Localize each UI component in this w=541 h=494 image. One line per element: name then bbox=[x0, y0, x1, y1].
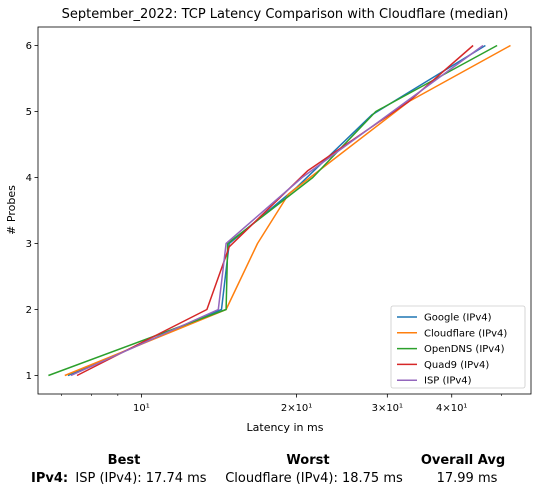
best-value: ISP (IPv4): 17.74 ms bbox=[75, 471, 207, 486]
overall-avg-header: Overall Avg bbox=[420, 453, 506, 468]
axes-frame bbox=[37, 26, 532, 395]
series-line-2 bbox=[48, 44, 498, 377]
y-tick-label: 5 bbox=[26, 107, 32, 118]
worst-value: Cloudflare (IPv4): 18.75 ms bbox=[225, 471, 403, 486]
legend-label-2: OpenDNS (IPv4) bbox=[424, 344, 505, 355]
best-header: Best bbox=[107, 453, 141, 468]
y-tick-label: 4 bbox=[26, 173, 32, 184]
series-line-4 bbox=[70, 44, 484, 377]
x-tick-label: 3×10¹ bbox=[372, 403, 403, 414]
y-tick-label: 1 bbox=[26, 371, 32, 382]
y-tick-label: 3 bbox=[26, 239, 32, 250]
legend-label-4: ISP (IPv4) bbox=[424, 376, 472, 387]
y-tick-label: 2 bbox=[26, 305, 32, 316]
stats-summary: Best Worst Overall Avg IPv4: ISP (IPv4):… bbox=[0, 448, 541, 494]
y-axis-label: # Probes bbox=[5, 185, 18, 235]
y-tick-label: 6 bbox=[26, 41, 32, 52]
latency-line-chart: September_2022: TCP Latency Comparison w… bbox=[5, 7, 532, 434]
legend-box bbox=[390, 305, 526, 389]
series-line-1 bbox=[64, 44, 511, 377]
x-tick-label: 2×10¹ bbox=[281, 403, 312, 414]
x-tick-label: 10¹ bbox=[133, 403, 150, 414]
plot-area: 1 2 3 4 5 6 10¹ 2×10¹ 3×10¹ 4×10¹ Google (IPv4) Clo… bbox=[26, 26, 532, 414]
chart-title: September_2022: TCP Latency Comparison w… bbox=[62, 7, 509, 22]
x-tick-label: 4×10¹ bbox=[436, 403, 467, 414]
legend-label-0: Google (IPv4) bbox=[424, 313, 492, 324]
legend-label-1: Cloudflare (IPv4) bbox=[424, 328, 507, 339]
overall-avg-value: 17.99 ms bbox=[436, 471, 498, 486]
x-axis-label: Latency in ms bbox=[247, 421, 324, 434]
legend-label-3: Quad9 (IPv4) bbox=[424, 360, 489, 371]
worst-header: Worst bbox=[286, 453, 330, 468]
ipv4-row-label: IPv4: bbox=[31, 471, 69, 486]
